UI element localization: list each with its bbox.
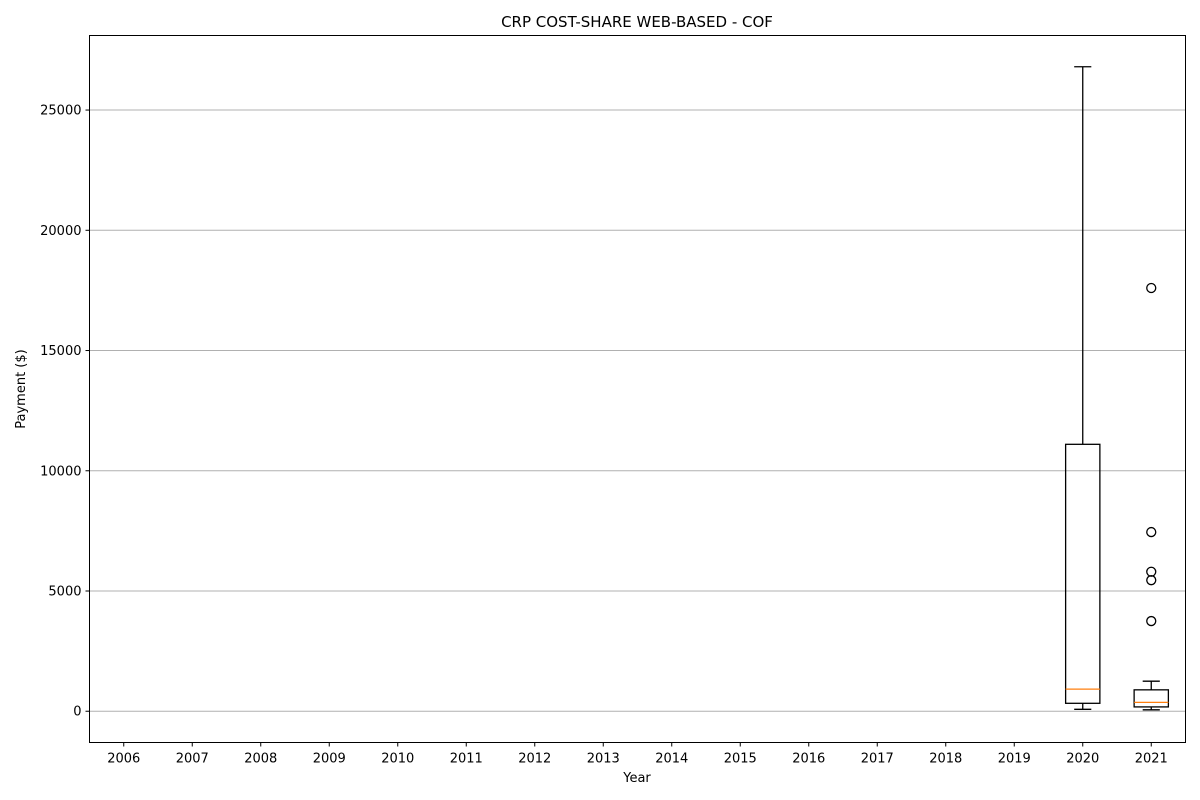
x-tick-label: 2011 (450, 752, 483, 767)
x-tick-label: 2012 (518, 752, 551, 767)
x-axis-label: Year (622, 771, 651, 786)
x-tick-label: 2015 (724, 752, 757, 767)
x-tick-label: 2016 (792, 752, 825, 767)
x-tick-label: 2010 (381, 752, 414, 767)
box-iqr (1064, 443, 1101, 704)
y-axis-label: Payment ($) (14, 349, 29, 428)
x-tick-label: 2017 (861, 752, 894, 767)
x-tick-label: 2008 (244, 752, 277, 767)
grid-lines (89, 109, 1186, 712)
plot-frame (89, 35, 1186, 743)
x-tick-label: 2018 (929, 752, 962, 767)
outlier-point (1146, 526, 1157, 538)
y-tick-label: 15000 (40, 344, 81, 359)
outlier-point (1146, 566, 1157, 577)
outlier-point (1146, 575, 1157, 586)
x-tick-label: 2019 (998, 752, 1031, 767)
x-tick-label: 2007 (176, 752, 209, 767)
chart-title: CRP COST-SHARE WEB-BASED - COF (501, 13, 773, 31)
x-tick-label: 2020 (1066, 752, 1099, 767)
y-tick-label: 0 (73, 705, 81, 720)
x-tick-label: 2021 (1135, 752, 1168, 767)
outlier-point (1146, 282, 1157, 294)
x-axis-ticks: 2006 2007 2008 2009 2010 2011 2012 2013 2014 2015… (107, 742, 1168, 767)
x-tick-label: 2014 (655, 752, 688, 767)
x-tick-label: 2013 (587, 752, 620, 767)
y-tick-label: 10000 (40, 464, 81, 479)
y-tick-label: 5000 (48, 585, 81, 600)
outlier-point (1146, 615, 1157, 627)
y-tick-label: 20000 (40, 224, 81, 239)
x-tick-label: 2006 (107, 752, 140, 767)
y-tick-label: 25000 (40, 104, 81, 119)
x-tick-label: 2009 (313, 752, 346, 767)
box-iqr (1133, 689, 1170, 708)
boxes (1064, 66, 1170, 711)
y-axis-ticks: 0 5000 10000 15000 20000 25000 (40, 104, 90, 720)
